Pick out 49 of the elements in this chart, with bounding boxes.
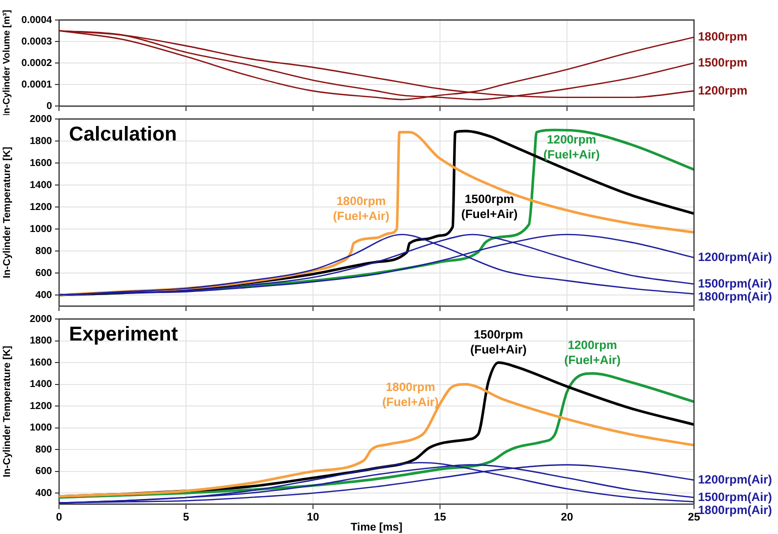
y-tick-label: 600 — [35, 466, 52, 478]
y-tick-label: 0.0002 — [21, 58, 52, 69]
series-label: 1500rpm(Air) — [698, 276, 772, 290]
y-tick-label: 0 — [46, 100, 52, 112]
y-tick-label: 400 — [35, 290, 52, 301]
y-tick-label: 600 — [35, 268, 52, 279]
series-label: 1800rpm(Air) — [698, 502, 772, 517]
y-tick-label: 0.0004 — [21, 14, 52, 26]
x-axis-title: Time [ms] — [350, 521, 403, 534]
x-tick-label: 5 — [182, 512, 190, 524]
y-tick-label: 1600 — [30, 158, 52, 169]
series-label: 1200rpm — [698, 83, 748, 98]
series-label: 1200rpm(Air) — [698, 250, 772, 264]
y-tick-label: 800 — [35, 246, 52, 257]
x-tick-label: 15 — [434, 512, 446, 524]
x-tick-label: 25 — [688, 512, 700, 524]
y-axis-title: In-Cylinder Temperature [K] — [2, 346, 13, 478]
series-label: 1500rpm — [698, 55, 748, 70]
y-axis-title: In-Cylinder Temperature [K] — [2, 146, 13, 278]
x-tick-label: 0 — [56, 512, 62, 524]
annotation: 1800rpm (Fuel+Air) — [382, 380, 439, 409]
series-label: 1800rpm(Air) — [698, 289, 772, 304]
series-label: 1800rpm — [698, 30, 748, 44]
y-tick-label: 2000 — [30, 114, 52, 125]
x-tick-label: 20 — [560, 512, 574, 524]
y-tick-label: 1400 — [30, 180, 52, 191]
y-tick-label: 1200 — [30, 400, 52, 412]
annotation: 1200rpm (Fuel+Air) — [564, 338, 621, 368]
y-tick-label: 1200 — [30, 202, 52, 213]
annotation: 1800rpm (Fuel+Air) — [332, 194, 390, 224]
y-tick-label: 1600 — [30, 357, 52, 368]
y-tick-label: 0.0003 — [21, 36, 52, 48]
y-tick-label: 1000 — [30, 422, 52, 434]
series-label: 1500rpm(Air) — [698, 490, 772, 504]
chart-title: Experiment — [69, 324, 178, 346]
x-tick-label: 10 — [306, 512, 320, 524]
y-tick-label: 1800 — [30, 136, 52, 147]
series-label: 1200rpm(Air) — [698, 472, 772, 486]
y-tick-label: 400 — [35, 488, 52, 499]
chart-title: Calculation — [69, 124, 177, 146]
y-tick-label: 800 — [35, 444, 52, 456]
y-tick-label: 1400 — [30, 379, 52, 390]
annotation: 1500rpm (Fuel+Air) — [470, 327, 527, 356]
y-tick-label: 2000 — [30, 314, 52, 325]
annotation: 1500rpm (Fuel+Air) — [461, 192, 518, 221]
y-tick-label: 0.0001 — [21, 79, 52, 90]
y-tick-label: 1800 — [30, 336, 52, 347]
annotation: 1200rpm (Fuel+Air) — [543, 132, 600, 162]
y-tick-label: 1000 — [30, 224, 52, 235]
